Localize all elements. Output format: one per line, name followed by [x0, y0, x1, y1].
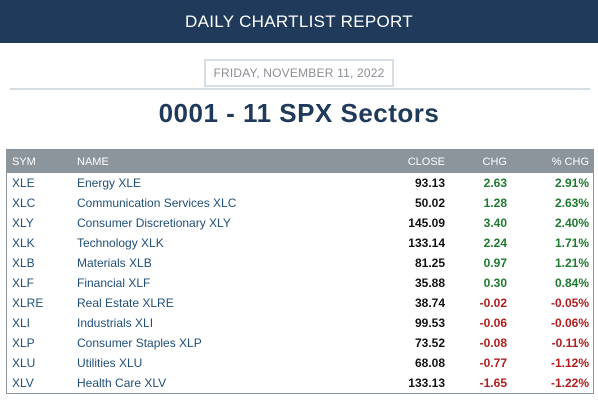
- pct-change-value: 0.84%: [554, 276, 589, 290]
- pct-change-value: -1.12%: [550, 356, 589, 370]
- name-link[interactable]: Materials XLB: [77, 256, 152, 270]
- name-link[interactable]: Communication Services XLC: [77, 196, 237, 210]
- table-row[interactable]: XLY Consumer Discretionary XLY 145.09 3.40 2…: [7, 213, 593, 233]
- change-value: 3.40: [483, 216, 507, 230]
- divider: [10, 88, 590, 90]
- change-value: -0.02: [479, 296, 507, 310]
- close-value: 38.74: [414, 296, 445, 310]
- pct-change-value: 2.91%: [554, 176, 589, 190]
- name-link[interactable]: Financial XLF: [77, 276, 151, 290]
- change-value: -0.77: [479, 356, 507, 370]
- change-value: 0.97: [483, 256, 507, 270]
- symbol-link[interactable]: XLK: [12, 236, 35, 250]
- col-sym-header[interactable]: SYM: [12, 155, 36, 168]
- table-row[interactable]: XLE Energy XLE 93.13 2.63 2.91%: [7, 173, 593, 193]
- close-value: 35.88: [414, 276, 445, 290]
- close-value: 50.02: [414, 196, 445, 210]
- col-chg-header[interactable]: CHG: [482, 155, 507, 168]
- table-row[interactable]: XLV Health Care XLV 133.13 -1.65 -1.22%: [7, 373, 593, 393]
- report-title: DAILY CHARTLIST REPORT: [185, 11, 413, 31]
- table-row[interactable]: XLF Financial XLF 35.88 0.30 0.84%: [7, 273, 593, 293]
- symbol-link[interactable]: XLP: [12, 336, 35, 350]
- col-name-header[interactable]: NAME: [77, 155, 109, 168]
- close-value: 81.25: [414, 256, 445, 270]
- symbol-link[interactable]: XLC: [12, 196, 36, 210]
- symbol-link[interactable]: XLV: [12, 376, 34, 390]
- close-value: 133.13: [408, 376, 445, 390]
- name-link[interactable]: Technology XLK: [77, 236, 164, 250]
- close-value: 93.13: [414, 176, 445, 190]
- name-link[interactable]: Industrials XLI: [77, 316, 154, 330]
- symbol-link[interactable]: XLB: [12, 256, 35, 270]
- symbol-link[interactable]: XLU: [12, 356, 36, 370]
- table-row[interactable]: XLRE Real Estate XLRE 38.74 -0.02 -0.05%: [7, 293, 593, 313]
- change-value: -0.08: [479, 336, 507, 350]
- col-close-header[interactable]: CLOSE: [407, 155, 445, 168]
- report-date: FRIDAY, NOVEMBER 11, 2022: [213, 66, 385, 80]
- sector-table: SYM NAME CLOSE CHG % CHG XLE Energy XLE 93…: [6, 149, 594, 394]
- symbol-link[interactable]: XLY: [12, 216, 34, 230]
- table-row[interactable]: XLB Materials XLB 81.25 0.97 1.21%: [7, 253, 593, 273]
- change-value: -1.65: [479, 376, 507, 390]
- table-header: SYM NAME CLOSE CHG % CHG: [7, 150, 593, 173]
- pct-change-value: -0.06%: [550, 316, 589, 330]
- pct-change-value: -1.22%: [550, 376, 589, 390]
- close-value: 99.53: [414, 316, 445, 330]
- pct-change-value: 1.21%: [554, 256, 589, 270]
- chartlist-title: 0001 - 11 SPX Sectors: [158, 98, 440, 128]
- pct-change-value: -0.05%: [550, 296, 589, 310]
- date-box: FRIDAY, NOVEMBER 11, 2022: [204, 59, 394, 87]
- name-link[interactable]: Real Estate XLRE: [77, 296, 174, 310]
- pct-change-value: -0.11%: [551, 336, 589, 350]
- symbol-link[interactable]: XLE: [12, 176, 35, 190]
- close-value: 73.52: [414, 336, 445, 350]
- pct-change-value: 2.63%: [554, 196, 589, 210]
- name-link[interactable]: Health Care XLV: [77, 376, 167, 390]
- change-value: 2.63: [483, 176, 507, 190]
- pct-change-value: 1.71%: [554, 236, 589, 250]
- col-pct-header[interactable]: % CHG: [551, 155, 589, 168]
- table-row[interactable]: XLK Technology XLK 133.14 2.24 1.71%: [7, 233, 593, 253]
- table-row[interactable]: XLC Communication Services XLC 50.02 1.28 2.…: [7, 193, 593, 213]
- name-link[interactable]: Consumer Staples XLP: [77, 336, 202, 350]
- table-row[interactable]: XLI Industrials XLI 99.53 -0.06 -0.06%: [7, 313, 593, 333]
- name-link[interactable]: Energy XLE: [77, 176, 142, 190]
- name-link[interactable]: Utilities XLU: [77, 356, 143, 370]
- symbol-link[interactable]: XLRE: [12, 296, 44, 310]
- report-banner: DAILY CHARTLIST REPORT: [0, 0, 598, 43]
- pct-change-value: 2.40%: [554, 216, 589, 230]
- close-value: 68.08: [414, 356, 445, 370]
- change-value: 1.28: [483, 196, 507, 210]
- symbol-link[interactable]: XLF: [12, 276, 35, 290]
- table-row[interactable]: XLP Consumer Staples XLP 73.52 -0.08 -0.11%: [7, 333, 593, 353]
- close-value: 145.09: [408, 216, 445, 230]
- close-value: 133.14: [408, 236, 445, 250]
- symbol-link[interactable]: XLI: [12, 316, 31, 330]
- change-value: 2.24: [483, 236, 507, 250]
- table-row[interactable]: XLU Utilities XLU 68.08 -0.77 -1.12%: [7, 353, 593, 373]
- name-link[interactable]: Consumer Discretionary XLY: [77, 216, 231, 230]
- change-value: 0.30: [483, 276, 507, 290]
- table-body: XLE Energy XLE 93.13 2.63 2.91% XLC Communicat…: [7, 173, 593, 393]
- change-value: -0.06: [479, 316, 507, 330]
